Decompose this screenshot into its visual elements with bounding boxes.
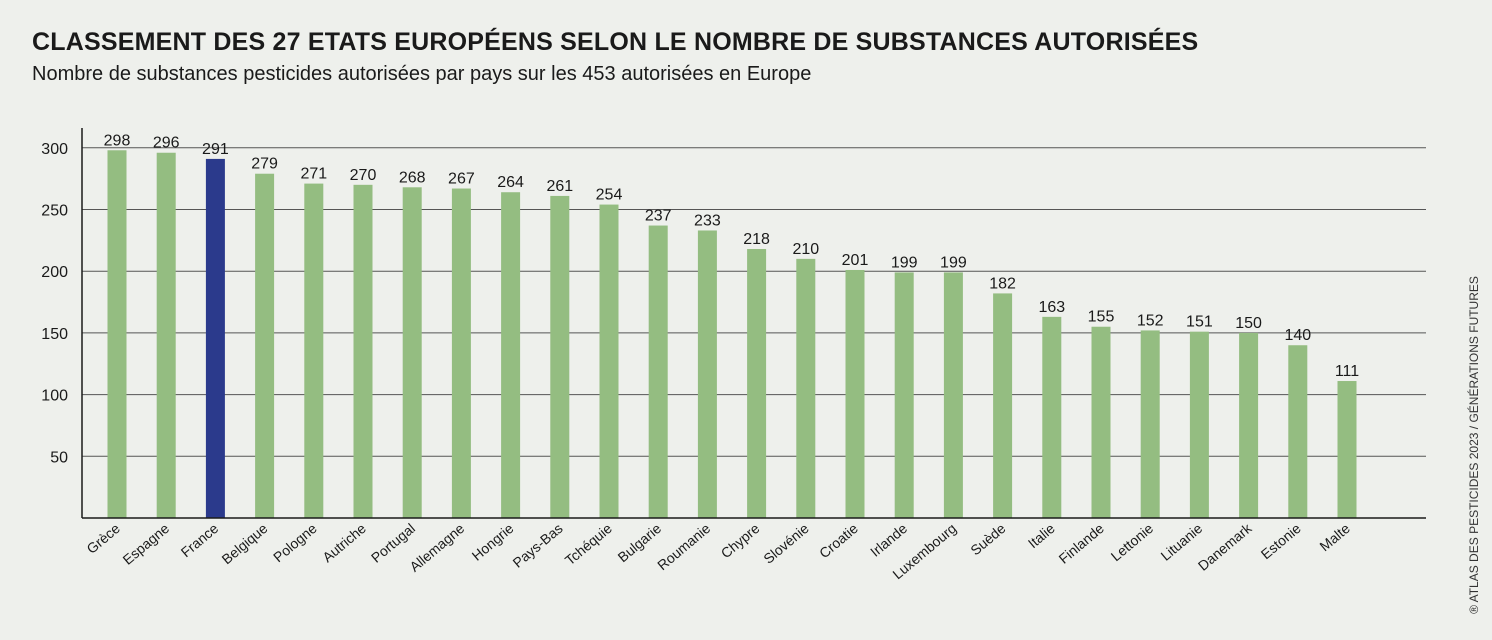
value-label: 182 [989, 275, 1016, 292]
value-label: 199 [940, 254, 967, 271]
value-label: 111 [1335, 363, 1359, 380]
value-label: 264 [497, 174, 524, 191]
y-tick-label: 200 [41, 264, 68, 281]
value-label: 270 [350, 167, 377, 184]
value-label: 155 [1088, 309, 1115, 326]
bar [353, 184, 373, 518]
value-label: 218 [743, 231, 770, 248]
bar [107, 150, 127, 518]
value-label: 201 [842, 252, 869, 269]
bar [1140, 330, 1160, 518]
value-label: 267 [448, 171, 475, 188]
value-label: 140 [1284, 327, 1311, 344]
chart-title: CLASSEMENT DES 27 ETATS EUROPÉENS SELON … [32, 28, 1199, 56]
x-tick-label: Hongrie [469, 520, 517, 564]
bar [255, 173, 275, 519]
value-label: 163 [1038, 299, 1065, 316]
value-label: 279 [251, 156, 278, 173]
x-tick-label: Italie [1025, 520, 1058, 551]
x-tick-label: Autriche [319, 520, 369, 565]
x-tick-label: Espagne [119, 520, 172, 568]
x-tick-label: Suède [967, 520, 1008, 558]
y-tick-label: 100 [41, 388, 68, 405]
bar [697, 230, 717, 518]
value-label: 254 [596, 187, 623, 204]
x-tick-label: Roumanie [654, 520, 713, 573]
bar [550, 195, 570, 518]
value-label: 268 [399, 169, 426, 186]
x-tick-label: Croatie [816, 520, 861, 561]
value-label: 261 [546, 178, 573, 195]
value-label: 298 [104, 132, 131, 149]
value-label: 152 [1137, 312, 1164, 329]
bar [993, 293, 1013, 518]
x-tick-label: Danemark [1195, 519, 1256, 573]
x-tick-label: Lettonie [1108, 520, 1157, 564]
bar [304, 183, 324, 518]
chart-subtitle: Nombre de substances pesticides autorisé… [32, 63, 812, 85]
bar [1288, 345, 1308, 518]
y-tick-label: 150 [41, 326, 68, 343]
bar [943, 272, 963, 518]
bar [1042, 316, 1062, 518]
value-label: 296 [153, 135, 180, 152]
x-tick-label: Malte [1316, 520, 1353, 554]
value-label: 237 [645, 208, 672, 225]
bar [1189, 331, 1209, 518]
x-tick-label: Tchéquie [562, 520, 615, 568]
bar [747, 248, 767, 518]
value-label: 271 [300, 166, 327, 183]
value-label: 291 [202, 141, 229, 158]
x-tick-label: Lituanie [1157, 520, 1205, 564]
y-tick-label: 50 [50, 449, 68, 466]
value-label: 210 [792, 241, 819, 258]
x-tick-label: Irlande [867, 520, 910, 560]
x-tick-label: Finlande [1056, 520, 1108, 567]
x-tick-label: Estonie [1258, 520, 1304, 562]
bar [599, 204, 619, 518]
value-label: 199 [891, 254, 918, 271]
x-tick-label: Belgique [218, 520, 270, 567]
x-tick-label: Chypre [718, 520, 763, 561]
x-tick-label: Slovénie [760, 520, 812, 567]
bar [796, 258, 816, 518]
x-tick-label: Grèce [83, 520, 123, 557]
bar [156, 152, 176, 518]
bar [1239, 332, 1259, 518]
bar [845, 269, 865, 518]
bar [402, 187, 422, 518]
bar [1337, 381, 1357, 518]
y-tick-label: 300 [41, 141, 68, 158]
bar [501, 192, 521, 518]
x-tick-label: Allemagne [406, 520, 467, 575]
value-label: 151 [1186, 314, 1213, 331]
y-tick-label: 250 [41, 203, 68, 220]
bar [648, 225, 668, 519]
bar [894, 272, 914, 518]
x-tick-label: Pologne [270, 520, 320, 565]
x-tick-label: France [178, 520, 222, 560]
bar [451, 188, 471, 518]
bar [1091, 326, 1111, 518]
value-label: 150 [1235, 315, 1262, 332]
value-label: 233 [694, 212, 721, 229]
x-tick-label: Pays-Bas [510, 520, 566, 571]
bar [205, 158, 225, 518]
